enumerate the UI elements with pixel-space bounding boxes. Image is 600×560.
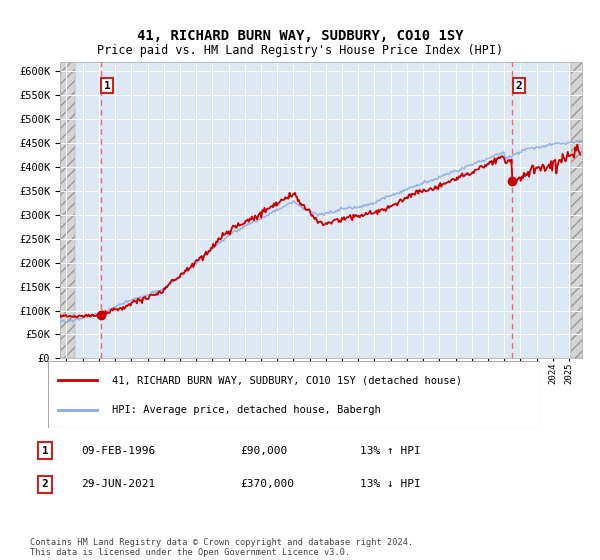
Text: Price paid vs. HM Land Registry's House Price Index (HPI): Price paid vs. HM Land Registry's House … — [97, 44, 503, 57]
Bar — [571, 62, 590, 358]
Text: £370,000: £370,000 — [240, 479, 294, 489]
Bar — [52, 62, 76, 358]
FancyBboxPatch shape — [48, 361, 540, 428]
Text: 13% ↓ HPI: 13% ↓ HPI — [360, 479, 421, 489]
Text: Contains HM Land Registry data © Crown copyright and database right 2024.
This d: Contains HM Land Registry data © Crown c… — [30, 538, 413, 557]
Text: £90,000: £90,000 — [240, 446, 287, 456]
Text: 1: 1 — [41, 446, 49, 456]
Text: 2: 2 — [515, 81, 522, 91]
Text: 13% ↑ HPI: 13% ↑ HPI — [360, 446, 421, 456]
Text: 29-JUN-2021: 29-JUN-2021 — [81, 479, 155, 489]
Text: 1: 1 — [104, 81, 110, 91]
Text: 2: 2 — [41, 479, 49, 489]
Text: 41, RICHARD BURN WAY, SUDBURY, CO10 1SY (detached house): 41, RICHARD BURN WAY, SUDBURY, CO10 1SY … — [112, 375, 462, 385]
Text: 41, RICHARD BURN WAY, SUDBURY, CO10 1SY: 41, RICHARD BURN WAY, SUDBURY, CO10 1SY — [137, 29, 463, 44]
Text: HPI: Average price, detached house, Babergh: HPI: Average price, detached house, Babe… — [112, 404, 381, 414]
Text: 09-FEB-1996: 09-FEB-1996 — [81, 446, 155, 456]
